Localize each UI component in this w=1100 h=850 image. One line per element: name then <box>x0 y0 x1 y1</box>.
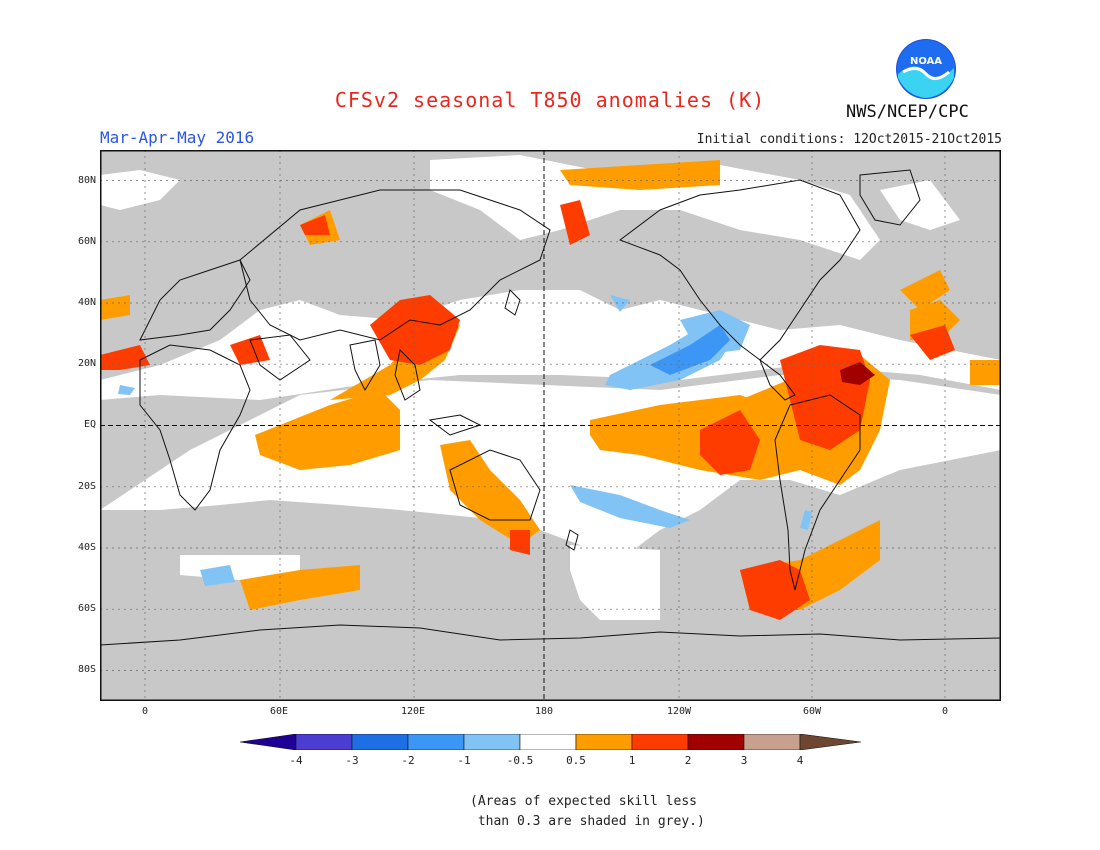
anomaly-map-svg <box>99 150 1002 701</box>
map-title: CFSv2 seasonal T850 anomalies (K) <box>334 88 766 112</box>
lon-label-60w: 60W <box>802 706 822 717</box>
lat-label-80n: 80N <box>77 175 96 186</box>
anomaly-map <box>99 150 1002 701</box>
svg-text:NOAA: NOAA <box>910 56 942 67</box>
colorbar-tick-label: -0.5 <box>506 754 534 767</box>
lon-label-60e: 60E <box>269 706 289 717</box>
skill-note-line-1: (Areas of expected skill less <box>470 794 697 809</box>
lat-label-60n: 60N <box>77 236 96 247</box>
colorbar-bin-9 <box>743 734 801 750</box>
agency-label: NWS/NCEP/CPC <box>846 102 969 122</box>
colorbar-arrow-low <box>240 734 297 750</box>
graticule <box>100 150 1001 701</box>
colorbar-bin-3 <box>407 734 465 750</box>
color-scale-bar <box>240 734 862 750</box>
skill-note: (Areas of expected skill less than 0.3 a… <box>470 792 705 832</box>
lon-label-120w: 120W <box>666 706 692 717</box>
colorbar-tick-label: -2 <box>401 754 415 767</box>
colorbar-tick-label: 0.5 <box>566 754 586 767</box>
lat-label-eq: EQ <box>83 419 96 430</box>
colorbar-bin-8 <box>687 734 745 750</box>
colorbar-tick-label: 4 <box>796 754 804 767</box>
colorbar-tick-label: -3 <box>345 754 359 767</box>
colorbar-tick-label: -4 <box>289 754 303 767</box>
colorbar-arrow-high <box>799 734 862 750</box>
colorbar-bin-6 <box>575 734 633 750</box>
colorbar-tick-label: 3 <box>740 754 748 767</box>
lat-label-60s: 60S <box>77 603 96 614</box>
colorbar-bin-4 <box>463 734 521 750</box>
season-label: Mar-Apr-May 2016 <box>100 128 255 147</box>
stronger-negative-anomaly <box>650 325 730 375</box>
lat-label-80s: 80S <box>77 664 96 675</box>
lon-label-0-east: 0 <box>941 706 949 717</box>
lon-label-180: 180 <box>534 706 554 717</box>
colorbar-tick-label: 1 <box>628 754 636 767</box>
skill-note-line-2: than 0.3 are shaded in grey.) <box>470 814 705 829</box>
lon-label-120e: 120E <box>400 706 426 717</box>
initial-conditions-label: Initial conditions: 12Oct2015-21Oct2015 <box>696 132 1002 147</box>
colorbar-bin-1 <box>295 734 353 750</box>
colorbar-tick-label: -1 <box>457 754 471 767</box>
colorbar-tick-label: 2 <box>684 754 692 767</box>
lat-label-20n: 20N <box>77 358 96 369</box>
coastlines <box>99 169 1002 646</box>
lon-label-0: 0 <box>141 706 149 717</box>
strong-positive-anomaly-regions <box>100 200 955 620</box>
colorbar-bin-5 <box>519 734 577 750</box>
colorbar-bin-2 <box>351 734 409 750</box>
lat-label-40s: 40S <box>77 542 96 553</box>
noaa-logo-icon: NOAA <box>896 39 956 99</box>
very-strong-positive-anomaly <box>840 362 875 385</box>
map-frame <box>100 150 1001 701</box>
colorbar-bin-7 <box>631 734 689 750</box>
lat-label-40n: 40N <box>77 297 96 308</box>
lat-label-20s: 20S <box>77 481 96 492</box>
